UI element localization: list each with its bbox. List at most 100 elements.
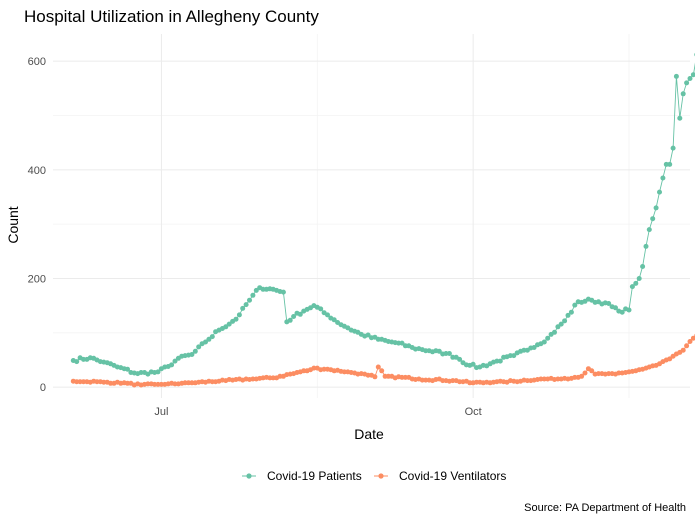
x-tick-label: Oct	[465, 406, 482, 418]
data-point-patients	[253, 287, 259, 293]
data-point-ventilators	[684, 343, 690, 349]
data-point-patients	[457, 356, 463, 362]
data-point-patients	[470, 361, 476, 367]
data-point-patients	[206, 336, 212, 342]
data-point-patients	[653, 205, 659, 211]
data-point-patients	[446, 351, 452, 356]
data-point-patients	[226, 321, 232, 327]
series-ventilators	[70, 333, 695, 388]
legend-item-patients: Covid-19 Patients	[242, 469, 362, 483]
data-point-patients	[565, 312, 571, 318]
data-point-patients	[74, 359, 80, 365]
series-line-patients	[73, 62, 695, 375]
data-point-patients	[670, 145, 676, 151]
data-point-patients	[297, 311, 303, 317]
legend-label-ventilators: Covid-19 Ventilators	[399, 469, 506, 483]
data-point-patients	[684, 80, 690, 86]
data-point-patients	[555, 324, 561, 330]
data-point-patients	[497, 358, 503, 364]
y-tick-label: 200	[28, 273, 46, 285]
series-patients	[70, 52, 695, 377]
data-point-patients	[125, 366, 130, 372]
x-axis-tick-labels: Jul Oct	[154, 406, 481, 418]
data-point-patients	[196, 344, 202, 350]
y-axis-tick-labels: 0 200 400 600	[28, 56, 46, 394]
data-point-patients	[247, 297, 252, 303]
data-point-ventilators	[667, 356, 673, 362]
data-point-patients	[626, 307, 632, 313]
data-point-ventilators	[379, 368, 385, 374]
x-tick-label: Jul	[154, 406, 168, 418]
data-point-patients	[291, 314, 297, 319]
data-point-patients	[331, 317, 337, 323]
data-point-patients	[572, 302, 578, 308]
data-point-patients	[606, 301, 612, 306]
data-point-patients	[209, 334, 215, 340]
legend-label-patients: Covid-19 Patients	[267, 469, 362, 483]
data-point-patients	[365, 332, 371, 338]
data-point-patients	[680, 91, 686, 97]
data-point-patients	[558, 321, 564, 327]
y-tick-label: 600	[28, 56, 46, 68]
data-point-patients	[687, 76, 693, 81]
data-point-patients	[189, 352, 195, 357]
data-point-patients	[633, 280, 639, 286]
data-point-patients	[619, 309, 625, 315]
data-point-patients	[236, 312, 242, 318]
data-point-patients	[677, 115, 683, 121]
data-point-patients	[629, 284, 635, 290]
data-point-patients	[643, 243, 649, 249]
data-point-ventilators	[582, 370, 588, 376]
data-point-patients	[673, 73, 679, 79]
chart-title: Hospital Utilization in Allegheny County	[24, 7, 319, 26]
series-layer	[70, 52, 695, 388]
data-point-patients	[155, 369, 161, 375]
data-point-patients	[223, 324, 229, 330]
data-point-patients	[545, 335, 551, 341]
legend-key-dot-patients	[246, 473, 252, 479]
data-point-patients	[613, 305, 618, 311]
data-point-ventilators	[372, 374, 378, 380]
legend: Covid-19 Patients Covid-19 Ventilators	[242, 469, 506, 483]
data-point-patients	[169, 362, 175, 368]
data-point-patients	[233, 316, 239, 322]
y-tick-label: 400	[28, 165, 46, 177]
data-point-patients	[240, 305, 246, 311]
data-point-patients	[568, 309, 574, 315]
data-point-patients	[690, 72, 695, 78]
data-point-patients	[552, 329, 557, 335]
data-point-patients	[562, 318, 568, 324]
data-point-patients	[660, 175, 666, 181]
data-point-patients	[280, 289, 286, 295]
legend-key-dot-ventilators	[378, 473, 384, 479]
data-point-patients	[250, 292, 256, 298]
data-point-patients	[192, 348, 198, 354]
source-caption: Source: PA Department of Health	[524, 502, 686, 514]
data-point-patients	[650, 216, 656, 222]
data-point-ventilators	[579, 373, 585, 379]
y-tick-label: 0	[40, 382, 46, 394]
data-point-patients	[318, 306, 324, 312]
data-point-patients	[172, 358, 178, 364]
data-point-ventilators	[690, 335, 695, 341]
data-point-patients	[243, 302, 249, 308]
data-point-patients	[657, 189, 662, 195]
data-point-patients	[287, 317, 293, 323]
data-point-patients	[541, 339, 547, 345]
data-point-patients	[640, 264, 646, 269]
data-point-patients	[667, 161, 673, 167]
x-axis-title: Date	[354, 426, 384, 442]
y-axis-title: Count	[5, 206, 21, 243]
data-point-ventilators	[589, 368, 595, 374]
data-point-patients	[636, 276, 642, 281]
data-point-patients	[436, 348, 442, 354]
data-point-ventilators	[687, 339, 693, 344]
data-point-patients	[399, 340, 405, 346]
data-point-ventilators	[375, 364, 381, 370]
plot-grid	[53, 34, 690, 398]
data-point-patients	[511, 353, 517, 359]
data-point-patients	[646, 227, 652, 233]
data-point-patients	[203, 339, 208, 345]
data-point-patients	[325, 312, 330, 318]
